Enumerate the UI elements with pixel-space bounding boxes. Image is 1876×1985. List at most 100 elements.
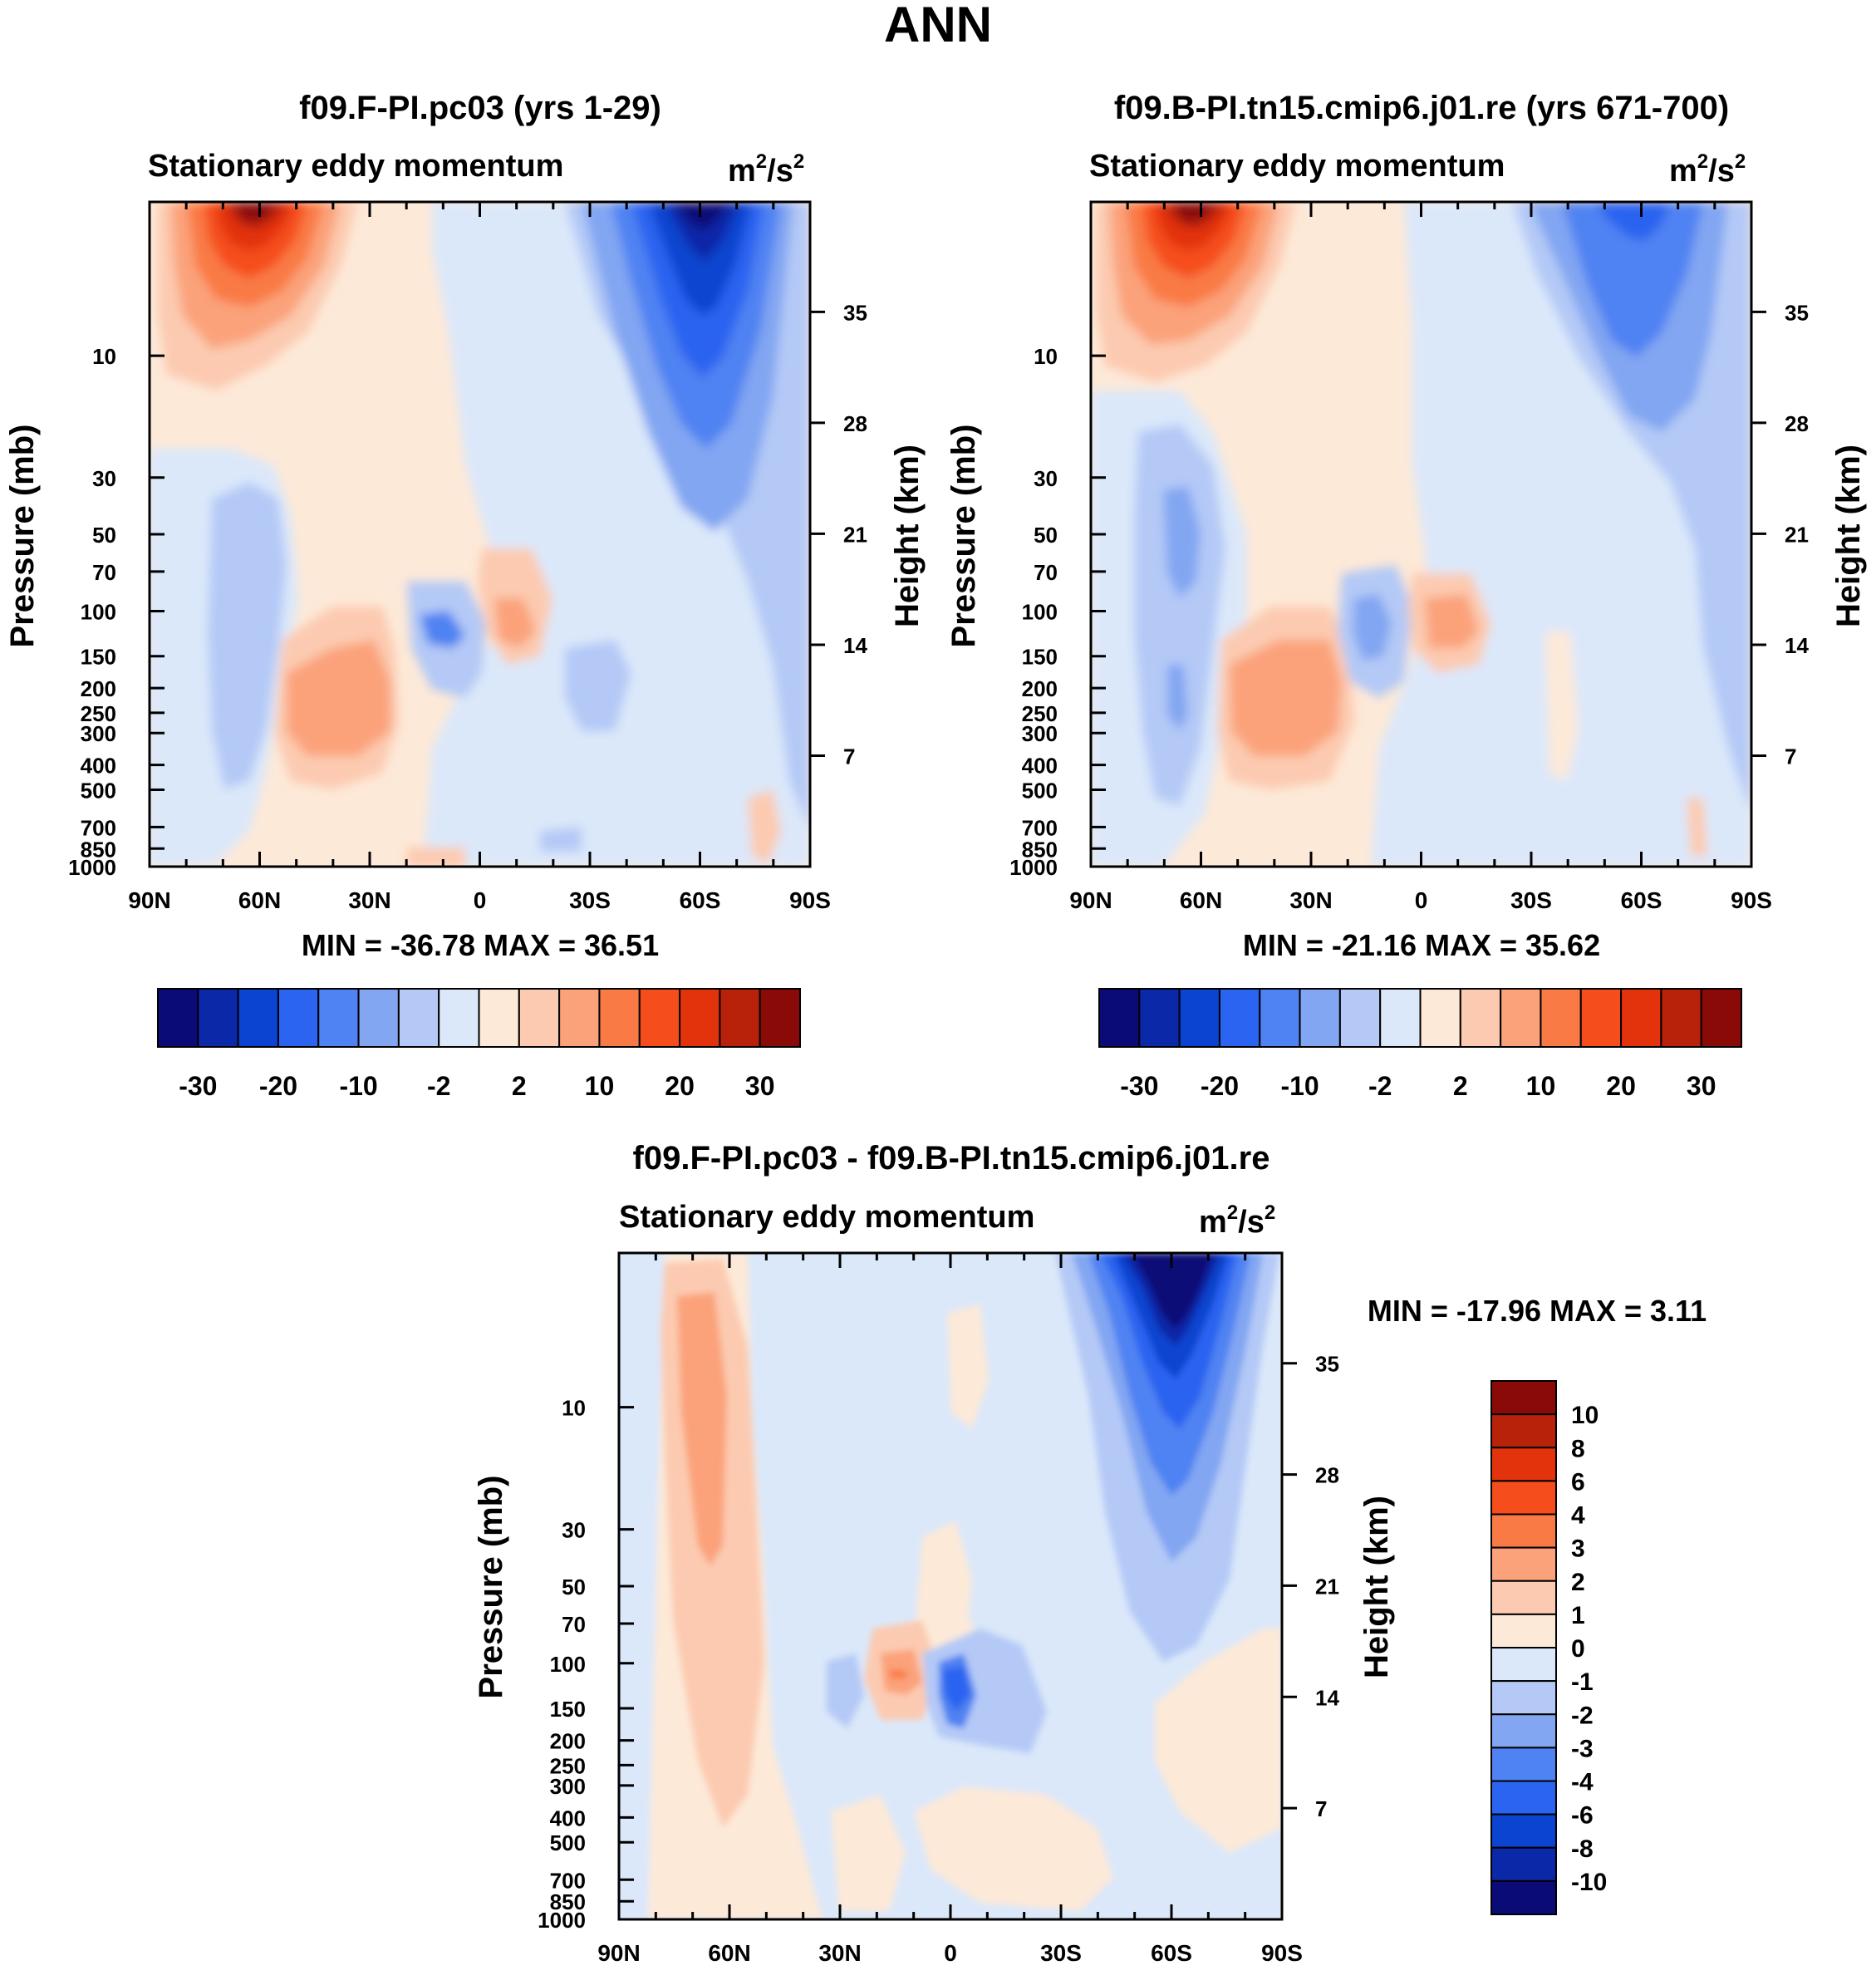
colorbar-label: -2 — [427, 1071, 450, 1101]
x-tick-label: 90N — [597, 1940, 640, 1966]
colorbar-swatch — [1259, 988, 1301, 1048]
colorbar-label: -3 — [1571, 1735, 1594, 1762]
colorbar-swatch — [1490, 1480, 1557, 1516]
y-tick-label: 500 — [550, 1830, 586, 1855]
colorbar-label: 20 — [1606, 1071, 1636, 1101]
panel-2: f09.B-PI.tn15.cmip6.j01.re (yrs 671-700)… — [945, 90, 1867, 1101]
colorbar-swatch — [558, 988, 601, 1048]
colorbar-swatch — [679, 988, 721, 1048]
colorbar-label: 2 — [512, 1071, 527, 1101]
colorbar-swatch — [1700, 988, 1742, 1048]
panel-1-title: f09.F-PI.pc03 (yrs 1-29) — [299, 90, 661, 126]
y-tick-label: 300 — [81, 721, 116, 746]
y-tick-label: 300 — [550, 1774, 586, 1799]
colorbar-label: 30 — [1687, 1071, 1716, 1101]
figure-title: ANN — [884, 0, 992, 52]
colorbar-swatch — [438, 988, 480, 1048]
y2-tick-label: 14 — [843, 633, 867, 658]
panel-3-minmax: MIN = -17.96 MAX = 3.11 — [1368, 1294, 1707, 1328]
panel-2-colorbar: -30 -20 -10 -2 2 10 20 30 — [1098, 988, 1742, 1101]
y-tick-label: 1000 — [1009, 855, 1058, 880]
colorbar-swatch — [1490, 1647, 1557, 1683]
colorbar-label: -1 — [1571, 1668, 1594, 1696]
y-tick-label: 700 — [81, 815, 116, 840]
y-tick-label: 400 — [1022, 754, 1058, 779]
colorbar-label: 1 — [1571, 1602, 1585, 1629]
colorbar-label: 10 — [585, 1071, 615, 1101]
colorbar-label: -30 — [179, 1071, 217, 1101]
y-tick-label: 1000 — [68, 855, 116, 880]
x-tick-label: 90S — [1261, 1940, 1303, 1966]
y-tick-label: 250 — [81, 701, 116, 726]
y-tick-label: 700 — [1022, 815, 1058, 840]
x-tick-label: 30N — [818, 1940, 861, 1966]
colorbar-swatch — [1660, 988, 1702, 1048]
colorbar-swatch — [1490, 1680, 1557, 1716]
x-tick-label: 30N — [1289, 887, 1332, 913]
x-tick-label: 60S — [680, 887, 721, 913]
y2-tick-label: 21 — [843, 522, 867, 547]
x-tick-label: 90N — [1069, 887, 1112, 913]
colorbar-swatch — [1490, 1713, 1557, 1749]
colorbar-label: 2 — [1571, 1569, 1585, 1596]
colorbar-label: -6 — [1571, 1802, 1594, 1830]
y2-tick-label: 28 — [843, 411, 867, 436]
colorbar-label: -10 — [1571, 1869, 1607, 1896]
y-tick-label: 500 — [81, 778, 116, 803]
colorbar-label: 3 — [1571, 1535, 1585, 1563]
x-tick-label: 60N — [708, 1940, 750, 1966]
panel-2-axes: 90N 60N 30N 0 30S 60S 90S103050701001502002503… — [1009, 200, 1809, 913]
x-tick-label: 60S — [1151, 1940, 1192, 1966]
y-tick-label: 70 — [562, 1612, 586, 1637]
panel-1-colorbar: -30 -20 -10 -2 2 10 20 30 — [157, 988, 801, 1101]
colorbar-swatch — [1490, 1780, 1557, 1815]
colorbar-label: -8 — [1571, 1835, 1594, 1863]
colorbar-swatch — [197, 988, 239, 1048]
colorbar-swatch — [237, 988, 279, 1048]
y-tick-label: 30 — [92, 466, 116, 491]
y2-tick-label: 28 — [1785, 411, 1809, 436]
colorbar-swatch — [1490, 1613, 1557, 1648]
y-tick-label: 100 — [550, 1652, 586, 1677]
y-tick-label: 150 — [550, 1697, 586, 1722]
panel-3-y2label: Height (km) — [1358, 1496, 1395, 1678]
colorbar-label: -10 — [1280, 1071, 1319, 1101]
y-tick-label: 200 — [1022, 676, 1058, 701]
panel-3: f09.F-PI.pc03 - f09.B-PI.tn15.cmip6.j01.… — [473, 1140, 1707, 1966]
panel-3-title: f09.F-PI.pc03 - f09.B-PI.tn15.cmip6.j01.… — [633, 1140, 1270, 1177]
colorbar-label: -20 — [1201, 1071, 1239, 1101]
y-tick-label: 70 — [92, 560, 116, 585]
colorbar-label: 2 — [1453, 1071, 1468, 1101]
y-tick-label: 100 — [1022, 600, 1058, 625]
y-tick-label: 10 — [562, 1396, 586, 1421]
y2-tick-label: 21 — [1785, 522, 1809, 547]
colorbar-label: 10 — [1571, 1402, 1599, 1429]
panel-1: f09.F-PI.pc03 (yrs 1-29) Stationary eddy… — [4, 90, 926, 1101]
x-tick-label: 60N — [1180, 887, 1222, 913]
y-tick-label: 70 — [1034, 560, 1058, 585]
colorbar-label: 6 — [1571, 1468, 1585, 1496]
colorbar-swatch — [157, 988, 199, 1048]
x-tick-label: 0 — [944, 1940, 957, 1966]
panel-2-units: m2/s2 — [1669, 150, 1746, 189]
colorbar-label: -10 — [339, 1071, 377, 1101]
y2-tick-label: 35 — [843, 300, 867, 325]
colorbar-swatch — [478, 988, 520, 1048]
panel-3-field — [619, 1253, 1282, 1919]
colorbar-swatch — [1490, 1580, 1557, 1615]
colorbar-swatch — [1098, 988, 1141, 1048]
panel-1-minmax: MIN = -36.78 MAX = 36.51 — [302, 928, 659, 962]
colorbar-swatch — [1490, 1413, 1557, 1449]
colorbar-swatch — [1459, 988, 1502, 1048]
colorbar-swatch — [1620, 988, 1662, 1048]
colorbar-swatch — [1218, 988, 1261, 1048]
colorbar-swatch — [1490, 1846, 1557, 1882]
x-tick-label: 30N — [348, 887, 390, 913]
panel-3-ylabel: Pressure (mb) — [473, 1476, 509, 1699]
y-tick-label: 400 — [550, 1806, 586, 1830]
y2-tick-label: 7 — [843, 744, 855, 769]
colorbar-swatch — [759, 988, 801, 1048]
y-tick-label: 50 — [1034, 523, 1058, 548]
y-tick-label: 150 — [81, 645, 116, 670]
